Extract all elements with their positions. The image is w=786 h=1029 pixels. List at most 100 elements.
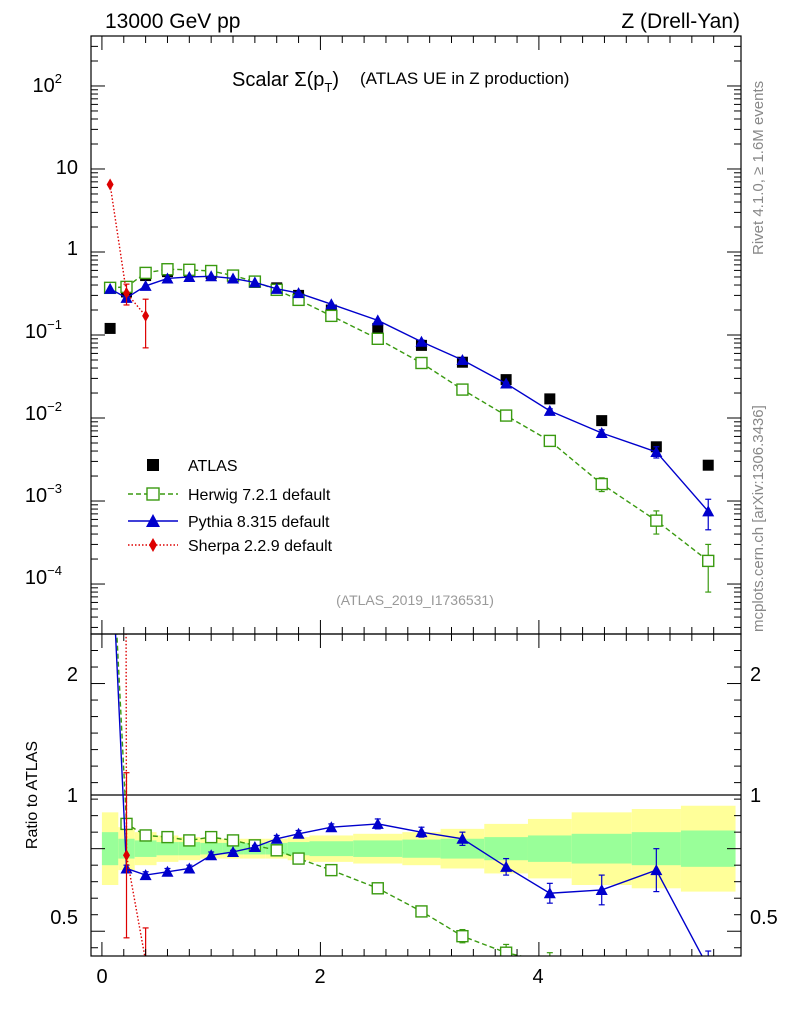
pythia-point [183,862,196,874]
sherpa-point [106,178,114,191]
pythia-point [292,827,305,839]
ratio-tick-label-2: 2 [67,664,78,686]
herwig-point [543,434,557,448]
pythia-point [650,445,663,457]
y-tick-label-1e-4: 10−4 [25,563,62,589]
process-label: Z (Drell-Yan) [621,10,740,33]
pythia-point [543,887,556,899]
pythia-point [325,821,338,833]
legend: ATLAS Herwig 7.2.1 default Pythia 8.315 … [128,458,333,555]
legend-label-herwig: Herwig 7.2.1 default [188,487,331,504]
pythia-line [109,275,709,512]
band-inner [353,840,403,857]
x-axis-labels: 0 2 4 [96,966,543,988]
title-main: Scalar Σ(pT) [232,69,339,95]
sherpa-point [123,287,131,300]
band-inner [402,839,441,858]
pythia-point [371,817,384,829]
sherpa-point [142,309,150,322]
atlas-point [596,415,608,427]
herwig-point [226,834,240,847]
pythia-point [415,335,428,347]
ratio-tick-label-right-1: 1 [750,785,761,807]
herwig-point [415,356,428,370]
legend-label-pythia: Pythia 8.315 default [188,514,330,531]
pythia-point [183,270,196,282]
pythia-point [270,282,283,294]
herwig-point [270,844,283,857]
band-inner [571,833,632,864]
legend-marker-herwig [146,487,160,501]
band-inner [101,832,119,866]
pythia-point [205,849,218,861]
title-extra: (ATLAS UE in Z production) [360,69,569,88]
pythia-point [543,404,556,416]
ratio-tick-label-right-2: 2 [750,664,761,686]
legend-marker-atlas [147,459,159,471]
ratio-panel-series [114,634,712,956]
pythia-point [227,845,240,857]
herwig-ratio-line [116,634,524,956]
herwig-point [595,477,608,491]
x-tick-label-2: 2 [314,966,325,988]
legend-marker-pythia [146,514,160,527]
pythia-point [595,883,608,895]
band-inner [287,842,310,856]
ratio-tick-label-1: 1 [67,785,78,807]
ratio-ylabel: Ratio to ATLAS [24,741,41,849]
pythia-point [650,864,663,876]
pythia-point [270,832,283,844]
ratio-tick-label-right-0.5: 0.5 [750,907,778,929]
herwig-point [139,266,152,280]
pythia-point [248,841,261,853]
plot-title: Scalar Σ(pT) (ATLAS UE in Z production) [232,69,569,95]
main-panel-ticks [91,35,741,634]
atlas-point [104,322,116,334]
pythia-point [702,505,715,517]
herwig-point [292,852,305,865]
band-inner [134,840,157,857]
atlas-point [372,322,384,334]
y-tick-label-1: 1 [67,238,78,260]
pythia-point [161,272,174,284]
herwig-point [325,863,338,877]
herwig-point [499,946,513,956]
ratio-panel: Ratio to ATLAS 0.5 1 2 0.5 1 2 0 2 4 [24,633,778,988]
pythia-point [227,272,240,284]
herwig-point [702,554,715,568]
main-panel-series [103,178,715,593]
herwig-point [204,830,218,844]
herwig-point [371,882,384,895]
pythia-point [595,426,608,438]
uncertainty-bands [101,805,736,892]
band-inner [156,842,179,856]
atlas-point [702,459,714,471]
legend-label-atlas: ATLAS [188,458,238,475]
y-tick-label-1e-1: 10−1 [25,317,62,343]
mcplots-label: mcplots.cern.ch [arXiv:1306.3436] [750,405,767,632]
band-inner [527,835,572,862]
ratio-panel-ticks [91,634,741,956]
rivet-version-label: Rivet 4.1.0, ≥ 1.6M events [750,81,767,255]
herwig-point [161,830,174,844]
pythia-ratio-line [114,634,703,956]
herwig-point [456,383,469,396]
pythia-point [500,377,513,389]
pythia-point [325,298,338,310]
ratio-tick-label-0.5: 0.5 [50,907,78,929]
collision-label: 13000 GeV pp [105,10,240,33]
pythia-point [456,832,469,844]
main-panel: Scalar Σ(pT) (ATLAS UE in Z production) … [25,35,742,635]
ratio-y-labels: 0.5 1 2 0.5 1 2 [50,664,778,929]
sherpa-point [123,849,131,862]
atlas-point [544,393,556,405]
herwig-point [139,829,152,842]
herwig-point [456,929,469,943]
pythia-point [415,826,428,838]
y-tick-label-10: 10 [56,157,78,179]
herwig-point [371,332,384,345]
x-tick-label-4: 4 [532,966,543,988]
band-inner [309,841,354,857]
pythia-point [104,282,117,294]
